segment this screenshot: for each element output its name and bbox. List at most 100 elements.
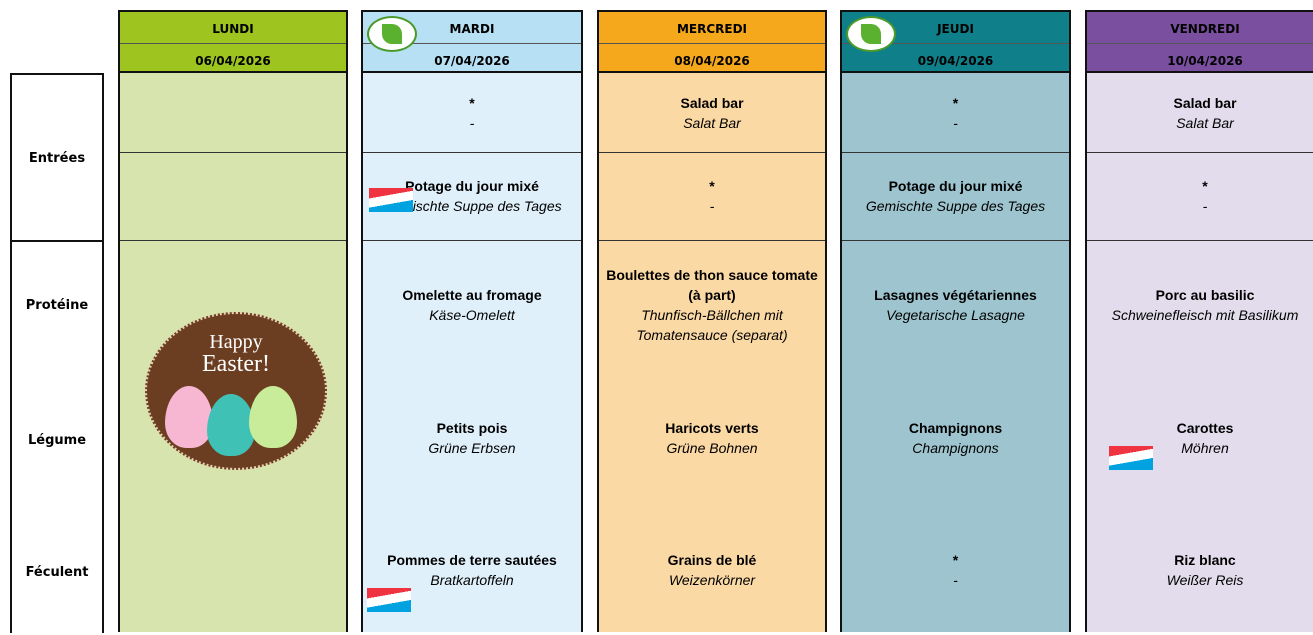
dish-de: Grüne Bohnen — [666, 439, 758, 456]
veggie-icon — [367, 16, 417, 52]
divider — [599, 43, 825, 44]
divider — [842, 240, 1069, 241]
dish-de: Salat Bar — [1176, 114, 1234, 131]
row-label: Entrées — [28, 151, 86, 166]
divider — [363, 240, 581, 241]
divider — [599, 152, 825, 153]
easter-badge: Happy Easter! — [145, 312, 327, 470]
dish: * - — [363, 73, 581, 152]
dish-de: Weißer Reis — [1166, 572, 1244, 588]
divider — [120, 240, 346, 241]
dish-de: Weizenkörner — [668, 572, 756, 588]
row-label: Féculent — [25, 564, 89, 580]
dish: Lasagnes végétariennes Vegetarische Lasag… — [842, 240, 1069, 370]
dish-fr: Carottes — [1176, 419, 1234, 436]
dish-fr: Omelette au fromage — [402, 287, 542, 303]
divider — [120, 43, 346, 44]
dish: * - — [599, 152, 825, 240]
divider — [1087, 43, 1313, 44]
day-column: LUNDI 06/04/2026 Happy Easter! — [118, 10, 348, 632]
dish-fr: * — [952, 94, 959, 111]
flag-icon — [367, 588, 411, 612]
dish-de: Grüne Erbsen — [428, 439, 516, 456]
divider — [842, 152, 1069, 153]
divider — [363, 43, 581, 44]
dish-de: Thunfisch-Bällchen mit Tomatensauce (sep… — [636, 307, 788, 343]
dish-fr: Porc au basilic — [1155, 287, 1255, 303]
dish: * - — [1087, 152, 1313, 240]
dish-fr: * — [952, 552, 959, 568]
leaf — [861, 24, 881, 44]
dish-de: - — [1202, 198, 1208, 214]
dish: Salad bar Salat Bar — [1087, 73, 1313, 152]
dish-fr: * — [1202, 178, 1208, 194]
dish-de: Vegetarische Lasagne — [886, 307, 1025, 323]
dish-fr: Champignons — [908, 419, 1003, 436]
dish-fr: Riz blanc — [1174, 552, 1236, 568]
day-date: 07/04/2026 — [434, 54, 510, 68]
row-label: Légume — [27, 432, 87, 448]
dish-fr: Boulettes de thon sauce tomate (à part) — [606, 267, 818, 303]
dish-de: Möhren — [1181, 439, 1229, 456]
dish: Riz blanc Weißer Reis — [1087, 505, 1313, 635]
divider — [842, 43, 1069, 44]
dish: Grains de blé Weizenkörner — [599, 505, 825, 635]
divider — [1087, 152, 1313, 153]
dish: Carottes Möhren — [1087, 370, 1313, 505]
dish-fr: Potage du jour mixé — [888, 178, 1023, 194]
day-date: 10/04/2026 — [1167, 54, 1243, 68]
row-label-column: Entrées Protéine Légume Féculent — [10, 73, 104, 633]
dish-fr: Pommes de terre sautées — [387, 552, 557, 568]
day-name: MARDI — [449, 22, 495, 36]
dish-de: Bratkartoffeln — [430, 572, 514, 588]
row-label: Protéine — [25, 297, 89, 313]
dish-fr: * — [469, 94, 475, 111]
day-name: JEUDI — [937, 22, 974, 36]
dish: Champignons Champignons — [842, 370, 1069, 505]
dish: * - — [842, 505, 1069, 635]
dish-de: - — [469, 114, 475, 131]
day-header: LUNDI 06/04/2026 — [120, 12, 346, 73]
day-name: VENDREDI — [1170, 22, 1240, 36]
dish-de: Gemischte Suppe des Tages — [865, 198, 1046, 214]
flag-icon — [369, 188, 413, 212]
dish: Porc au basilic Schweinefleisch mit Basil… — [1087, 240, 1313, 370]
dish-fr: * — [709, 178, 715, 194]
dish: Haricots verts Grüne Bohnen — [599, 370, 825, 505]
day-header: MERCREDI 08/04/2026 — [599, 12, 825, 73]
divider — [363, 152, 581, 153]
day-header: MARDI 07/04/2026 — [363, 12, 581, 73]
leaf — [382, 24, 402, 44]
dish-fr: Petits pois — [436, 419, 508, 436]
dish: Boulettes de thon sauce tomate (à part) T… — [599, 240, 825, 370]
divider — [1087, 240, 1313, 241]
badge-text: Easter! — [202, 351, 270, 377]
day-body: * - Potage du jour mixé Gemischte Suppe des… — [363, 73, 581, 634]
badge-text: Happy — [209, 331, 263, 353]
egg — [207, 394, 255, 456]
dish: * - — [842, 73, 1069, 152]
veggie-icon — [846, 16, 896, 52]
dish-de: Champignons — [912, 439, 999, 456]
dish: Omelette au fromage Käse-Omelett — [363, 240, 581, 370]
day-name: MERCREDI — [676, 22, 748, 36]
dish-de: Schweinefleisch mit Basilikum — [1111, 307, 1299, 323]
dish: Salad bar Salat Bar — [599, 73, 825, 152]
dish-fr: Haricots verts — [665, 419, 759, 436]
dish: Pommes de terre sautées Bratkartoffeln — [363, 505, 581, 635]
divider — [120, 152, 346, 153]
day-date: 09/04/2026 — [917, 54, 994, 68]
dish-fr: Potage du jour mixé — [405, 178, 539, 194]
dish-fr: Salad bar — [1173, 94, 1237, 111]
day-date: 08/04/2026 — [674, 54, 750, 68]
divider — [12, 240, 102, 242]
day-column: MARDI 07/04/2026 * - Potage du jour mixé Gemi… — [361, 10, 583, 632]
dish-de: Käse-Omelett — [429, 307, 515, 323]
dish-de: - — [953, 572, 958, 588]
flag-icon — [1109, 446, 1153, 470]
dish: Petits pois Grüne Erbsen — [363, 370, 581, 505]
day-date: 06/04/2026 — [195, 54, 271, 68]
dish-de: Salat Bar — [683, 114, 741, 131]
day-name: LUNDI — [212, 22, 254, 36]
